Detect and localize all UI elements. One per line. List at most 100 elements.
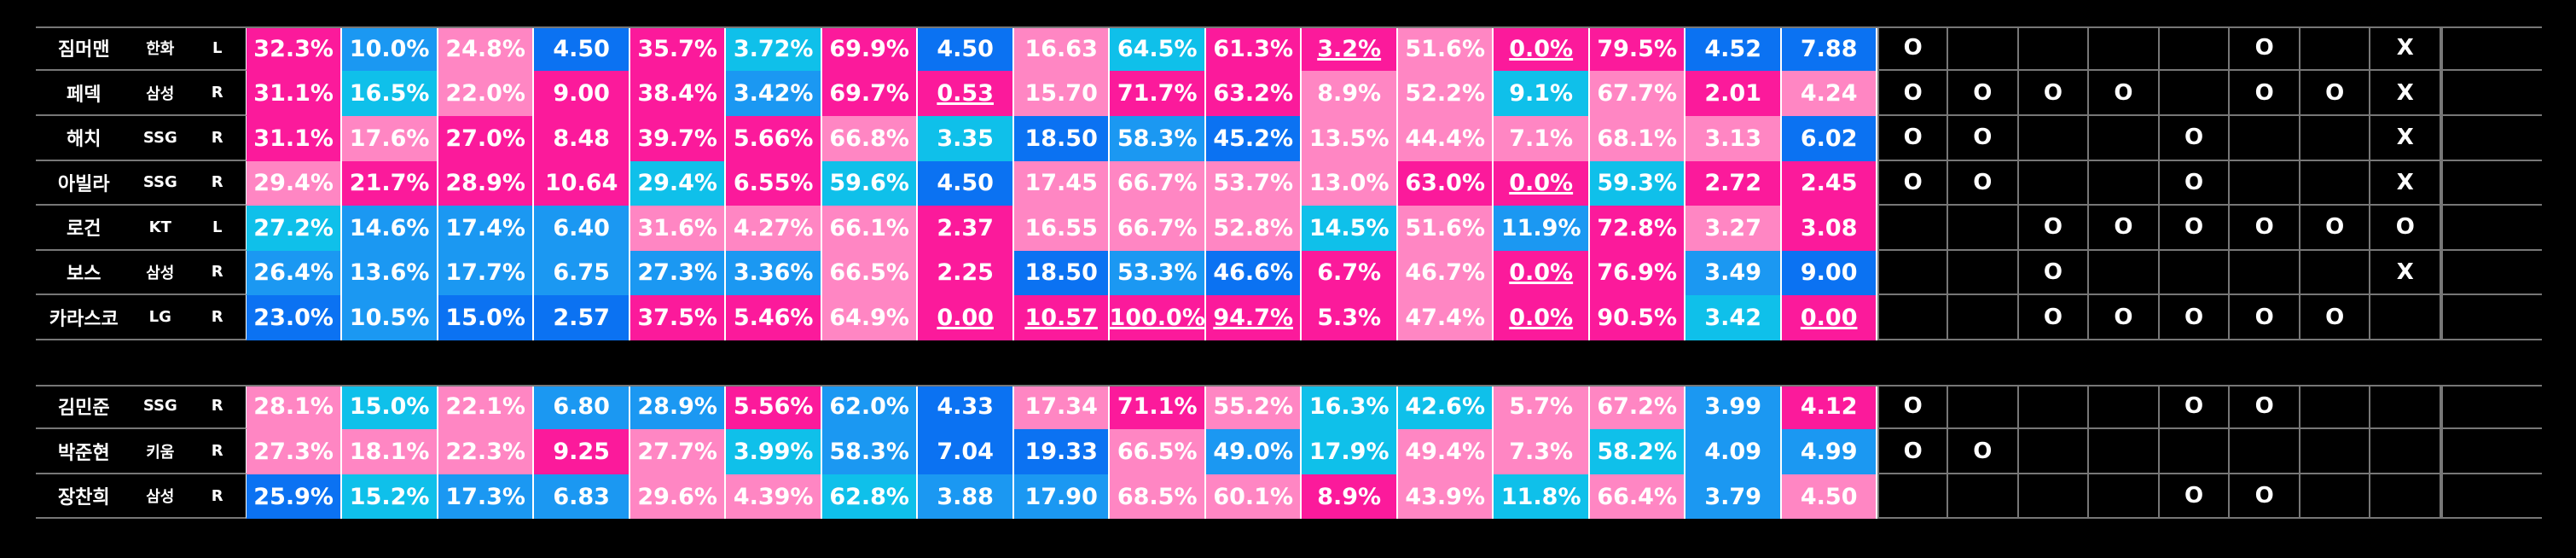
stat-cell: 16.5% bbox=[342, 71, 438, 116]
mark-cell: X bbox=[2370, 26, 2442, 72]
mark-cell bbox=[2370, 429, 2442, 474]
stat-cell: 43.9% bbox=[1397, 474, 1494, 520]
stat-cell: 10.5% bbox=[342, 295, 438, 340]
mark-cell: O bbox=[2159, 206, 2231, 251]
stat-cell: 3.2% bbox=[1302, 26, 1398, 72]
mark-cell bbox=[2159, 26, 2231, 72]
blank-cell bbox=[2441, 160, 2542, 206]
mark-cell bbox=[2300, 160, 2371, 206]
mark-cell: O bbox=[1877, 384, 1949, 430]
mark-cell: O bbox=[1877, 115, 1949, 161]
stat-cell: 94.7% bbox=[1205, 295, 1303, 340]
stat-cell: 14.5% bbox=[1302, 206, 1398, 251]
mark-cell bbox=[2370, 384, 2442, 430]
stat-cell: 9.1% bbox=[1494, 71, 1590, 116]
stat-cell: 66.7% bbox=[1110, 160, 1206, 206]
stat-cell: 42.6% bbox=[1397, 384, 1494, 430]
mark-cell bbox=[2089, 384, 2160, 430]
mark-cell bbox=[1877, 250, 1949, 296]
stat-cell: 27.7% bbox=[629, 429, 727, 474]
stat-cell: 16.55 bbox=[1013, 206, 1111, 251]
team: 삼성 bbox=[131, 251, 189, 296]
stat-cell: 62.0% bbox=[821, 384, 919, 430]
mark-cell: O bbox=[2089, 71, 2160, 116]
stat-cell: 44.4% bbox=[1397, 115, 1494, 161]
stat-cell: 23.0% bbox=[246, 295, 343, 340]
stat-cell: 46.7% bbox=[1397, 250, 1494, 296]
hand: R bbox=[189, 71, 247, 116]
stat-cell: 2.01 bbox=[1685, 71, 1782, 116]
mark-cell: O bbox=[2230, 206, 2300, 251]
player-name: 박준현 bbox=[36, 429, 132, 474]
stat-cell: 8.9% bbox=[1302, 474, 1398, 520]
mark-cell bbox=[2018, 474, 2090, 520]
stat-cell: 27.2% bbox=[246, 206, 343, 251]
stat-cell: 2.45 bbox=[1781, 160, 1878, 206]
mark-cell bbox=[2300, 250, 2371, 296]
stat-cell: 24.8% bbox=[438, 26, 535, 72]
mark-cell bbox=[2018, 384, 2090, 430]
mark-cell bbox=[2089, 250, 2160, 296]
mark-cell bbox=[2370, 474, 2442, 520]
stat-cell: 6.83 bbox=[534, 474, 630, 520]
stat-cell: 6.80 bbox=[534, 384, 630, 430]
mark-cell: O bbox=[2159, 160, 2231, 206]
player-name: 아빌라 bbox=[36, 161, 132, 206]
stat-cell: 19.33 bbox=[1013, 429, 1111, 474]
stat-cell: 15.70 bbox=[1013, 71, 1111, 116]
team: 한화 bbox=[131, 26, 189, 72]
mark-cell: O bbox=[2159, 474, 2231, 520]
blank-cell bbox=[2441, 26, 2542, 72]
player-name: 로건 bbox=[36, 206, 132, 251]
stat-cell: 63.0% bbox=[1397, 160, 1494, 206]
stat-cell: 8.9% bbox=[1302, 71, 1398, 116]
stat-cell: 100.0% bbox=[1109, 295, 1206, 340]
mark-cell bbox=[2300, 474, 2371, 520]
stat-cell: 28.1% bbox=[246, 384, 343, 430]
stat-cell: 15.0% bbox=[342, 384, 438, 430]
stat-cell: 66.1% bbox=[821, 206, 919, 251]
stat-cell: 76.9% bbox=[1589, 250, 1686, 296]
mark-cell bbox=[1948, 26, 2019, 72]
mark-cell bbox=[2300, 115, 2371, 161]
stat-cell: 55.2% bbox=[1205, 384, 1303, 430]
stat-cell: 29.4% bbox=[629, 160, 727, 206]
mark-cell: O bbox=[2018, 206, 2090, 251]
section-border bbox=[36, 384, 2542, 387]
stat-cell: 7.88 bbox=[1781, 26, 1878, 72]
stat-cell: 0.00 bbox=[1781, 295, 1878, 340]
stat-cell: 38.4% bbox=[629, 71, 727, 116]
stat-cell: 22.1% bbox=[438, 384, 535, 430]
mark-cell: O bbox=[2370, 206, 2442, 251]
stat-cell: 17.34 bbox=[1013, 384, 1111, 430]
blank-cell bbox=[2441, 115, 2542, 161]
stat-cell: 5.56% bbox=[726, 384, 822, 430]
stat-cell: 8.48 bbox=[534, 115, 630, 161]
stat-cell: 58.2% bbox=[1589, 429, 1686, 474]
stat-cell: 4.50 bbox=[918, 26, 1014, 72]
mark-cell: O bbox=[2230, 384, 2300, 430]
mark-cell: O bbox=[1877, 160, 1949, 206]
team: SSG bbox=[131, 116, 189, 161]
mark-cell: O bbox=[1948, 71, 2019, 116]
stat-cell: 9.25 bbox=[534, 429, 630, 474]
blank-cell bbox=[2441, 295, 2542, 340]
stat-cell: 67.2% bbox=[1589, 384, 1686, 430]
mark-cell bbox=[1877, 295, 1949, 340]
player-name: 해치 bbox=[36, 116, 132, 161]
stat-cell: 5.66% bbox=[726, 115, 822, 161]
stat-cell: 11.8% bbox=[1494, 474, 1590, 520]
stat-cell: 64.9% bbox=[821, 295, 919, 340]
stat-cell: 17.6% bbox=[342, 115, 438, 161]
stat-cell: 45.2% bbox=[1205, 115, 1303, 161]
blank-cell bbox=[2441, 206, 2542, 251]
hand: R bbox=[189, 384, 247, 430]
mark-cell bbox=[2370, 295, 2442, 340]
stat-cell: 17.90 bbox=[1013, 474, 1111, 520]
stat-cell: 68.5% bbox=[1110, 474, 1206, 520]
stat-cell: 52.8% bbox=[1205, 206, 1303, 251]
player-name: 김민준 bbox=[36, 385, 132, 430]
stat-cell: 0.00 bbox=[918, 295, 1014, 340]
stat-cell: 72.8% bbox=[1589, 206, 1686, 251]
